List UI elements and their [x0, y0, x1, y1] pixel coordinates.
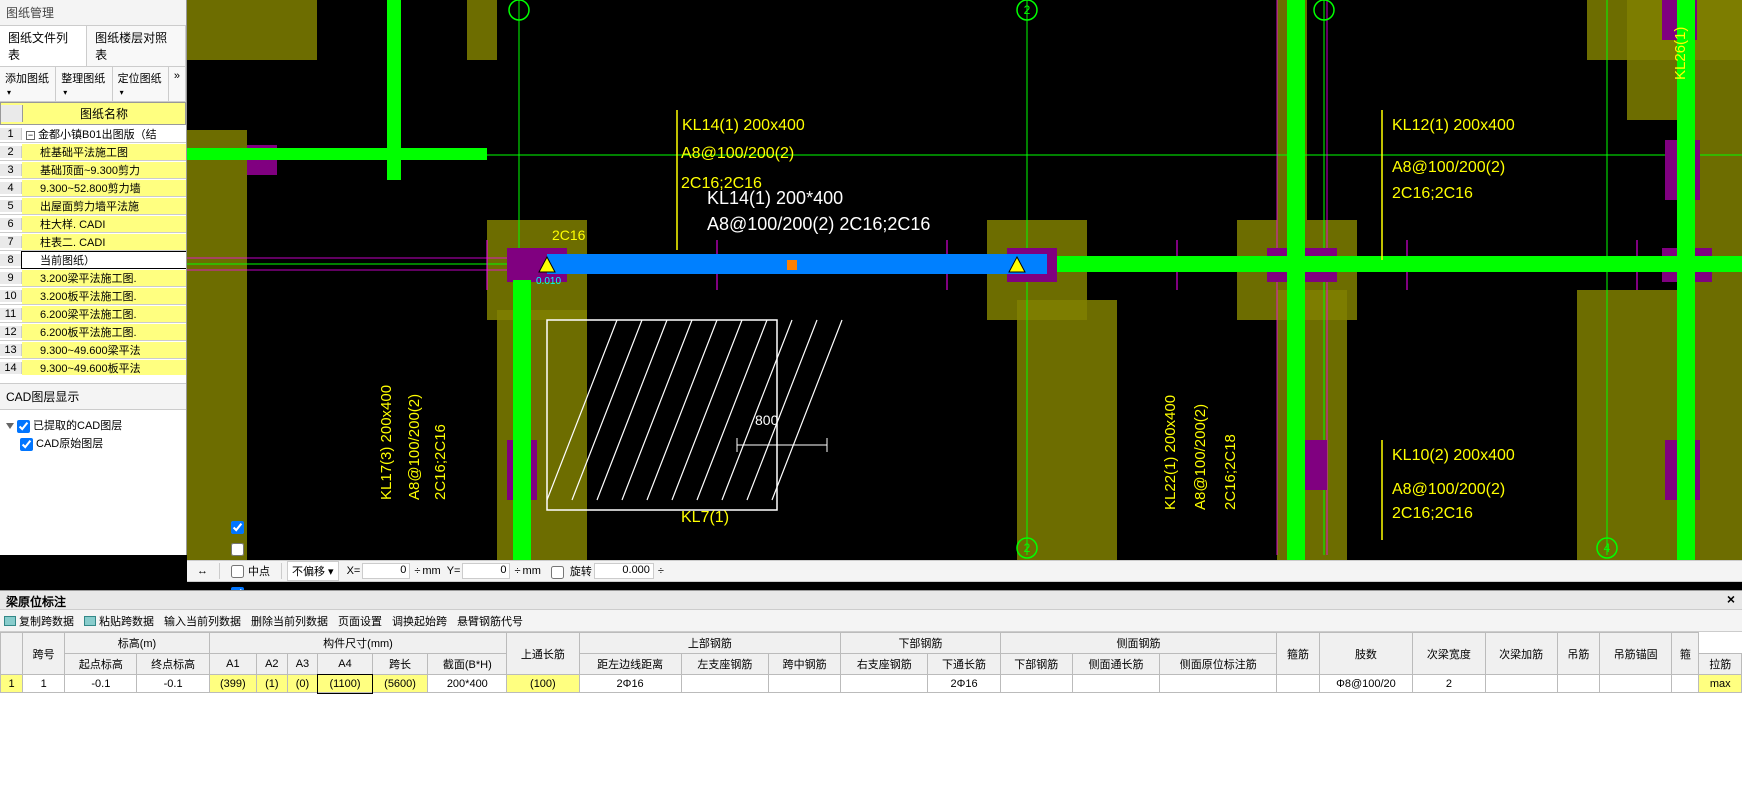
svg-text:A8@100/200(2): A8@100/200(2)	[1392, 159, 1505, 176]
beam-data-table[interactable]: 跨号标高(m)构件尺寸(mm)上通长筋上部钢筋下部钢筋侧面钢筋箍筋肢数次梁宽度次…	[0, 632, 1742, 785]
list-item[interactable]: 139.300~49.600梁平法	[0, 341, 186, 359]
svg-text:2: 2	[1024, 541, 1031, 555]
layer-section-title: CAD图层显示	[0, 384, 186, 410]
x-input[interactable]: 0	[362, 563, 410, 579]
snap-交点[interactable]: 交点	[225, 516, 276, 538]
list-item[interactable]: 126.200板平法施工图.	[0, 323, 186, 341]
organize-drawing-button[interactable]: 整理图纸▾	[56, 67, 112, 101]
list-item[interactable]: 93.200梁平法施工图.	[0, 269, 186, 287]
data-tool[interactable]: 调换起始跨	[392, 613, 447, 629]
panel-title: 图纸管理	[0, 0, 186, 26]
list-header: 图纸名称	[0, 102, 186, 125]
layer-extracted[interactable]: 已提取的CAD图层	[6, 416, 180, 434]
y-input[interactable]: 0	[462, 563, 510, 579]
list-item[interactable]: 2桩基础平法施工图	[0, 143, 186, 161]
data-section-title: 梁原位标注 ×	[0, 590, 1742, 610]
snap-垂点[interactable]: 垂点	[225, 538, 276, 560]
data-tool[interactable]: 悬臂钢筋代号	[457, 613, 523, 629]
svg-text:KL14(1) 200x400: KL14(1) 200x400	[682, 117, 805, 134]
more-tools-button[interactable]: »	[169, 67, 186, 101]
data-tool[interactable]: 粘贴跨数据	[84, 613, 154, 629]
list-item[interactable]: 5出屋面剪力墙平法施	[0, 197, 186, 215]
layer-section: CAD图层显示 已提取的CAD图层 CAD原始图层	[0, 383, 186, 458]
svg-text:2C16: 2C16	[552, 227, 586, 243]
x-label: X=	[347, 565, 361, 577]
panel-toolbar: 添加图纸▾ 整理图纸▾ 定位图纸▾ »	[0, 67, 186, 102]
svg-text:A8@100/200(2) 2C16;2C16: A8@100/200(2) 2C16;2C16	[707, 214, 930, 234]
list-item[interactable]: 8当前图纸）	[0, 251, 186, 269]
list-item[interactable]: 116.200梁平法施工图.	[0, 305, 186, 323]
list-item[interactable]: 6柱大样. CADI	[0, 215, 186, 233]
svg-text:A8@100/200(2): A8@100/200(2)	[406, 394, 423, 500]
layer-original[interactable]: CAD原始图层	[6, 434, 180, 452]
drawing-list[interactable]: 1−金都小镇B01出图版（结2桩基础平法施工图3基础顶面~9.300剪力49.3…	[0, 125, 186, 375]
svg-text:KL22(1) 200x400: KL22(1) 200x400	[1162, 395, 1179, 510]
snap-toolbar: ↔ 交点垂点中点顶点坐标 不偏移 ▾ X= 0 ÷ mm Y= 0 ÷ mm 旋…	[187, 560, 1742, 582]
data-toolbar: 复制跨数据粘贴跨数据输入当前列数据删除当前列数据页面设置调换起始跨悬臂钢筋代号	[0, 610, 1742, 632]
svg-text:2C16;2C16: 2C16;2C16	[1392, 185, 1473, 202]
list-item[interactable]: 103.200板平法施工图.	[0, 287, 186, 305]
y-label: Y=	[447, 565, 461, 577]
rotate-checkbox[interactable]	[551, 566, 564, 579]
data-tool[interactable]: 输入当前列数据	[164, 613, 241, 629]
svg-text:KL26(1): KL26(1)	[1672, 27, 1689, 80]
svg-text:2C16;2C16: 2C16;2C16	[1392, 505, 1473, 522]
list-item[interactable]: 3基础顶面~9.300剪力	[0, 161, 186, 179]
svg-text:800: 800	[755, 412, 779, 428]
snap-中点[interactable]: 中点	[225, 560, 276, 582]
svg-text:A8@100/200(2): A8@100/200(2)	[1192, 404, 1209, 510]
data-tool[interactable]: 页面设置	[338, 613, 382, 629]
list-item[interactable]: 1−金都小镇B01出图版（结	[0, 125, 186, 143]
svg-text:2C16;2C18: 2C16;2C18	[1222, 434, 1239, 510]
svg-text:0.010: 0.010	[536, 276, 561, 287]
list-item[interactable]: 49.300~52.800剪力墙	[0, 179, 186, 197]
svg-text:KL10(2) 200x400: KL10(2) 200x400	[1392, 447, 1515, 464]
rotate-input[interactable]: 0.000	[594, 563, 654, 579]
list-item[interactable]: 7柱表二. CADI	[0, 233, 186, 251]
drawing-manager-panel: 图纸管理 图纸文件列表 图纸楼层对照表 添加图纸▾ 整理图纸▾ 定位图纸▾ » …	[0, 0, 187, 555]
add-drawing-button[interactable]: 添加图纸▾	[0, 67, 56, 101]
svg-text:2: 2	[1024, 3, 1031, 17]
svg-text:KL12(1) 200x400: KL12(1) 200x400	[1392, 117, 1515, 134]
panel-tabs: 图纸文件列表 图纸楼层对照表	[0, 26, 186, 67]
cad-viewport[interactable]: 0.010 2 2 4 KL14(1) 200x400 A8@100/200(2) 2C16…	[187, 0, 1742, 560]
svg-text:2C16;2C16: 2C16;2C16	[432, 424, 449, 500]
svg-text:KL14(1) 200*400: KL14(1) 200*400	[707, 188, 843, 208]
pan-icon[interactable]: ↔	[191, 562, 214, 580]
svg-text:KL17(3) 200x400: KL17(3) 200x400	[378, 385, 395, 500]
data-tool[interactable]: 删除当前列数据	[251, 613, 328, 629]
list-item[interactable]: 149.300~49.600板平法	[0, 359, 186, 375]
close-icon[interactable]: ×	[1724, 593, 1738, 607]
tab-file-list[interactable]: 图纸文件列表	[0, 26, 87, 66]
locate-drawing-button[interactable]: 定位图纸▾	[113, 67, 169, 101]
svg-text:KL7(1): KL7(1)	[681, 509, 729, 526]
svg-text:4: 4	[1604, 541, 1611, 555]
svg-text:A8@100/200(2): A8@100/200(2)	[1392, 481, 1505, 498]
data-tool[interactable]: 复制跨数据	[4, 613, 74, 629]
offset-dropdown[interactable]: 不偏移 ▾	[287, 561, 339, 581]
svg-text:A8@100/200(2): A8@100/200(2)	[681, 145, 794, 162]
tab-floor-map[interactable]: 图纸楼层对照表	[87, 26, 186, 66]
